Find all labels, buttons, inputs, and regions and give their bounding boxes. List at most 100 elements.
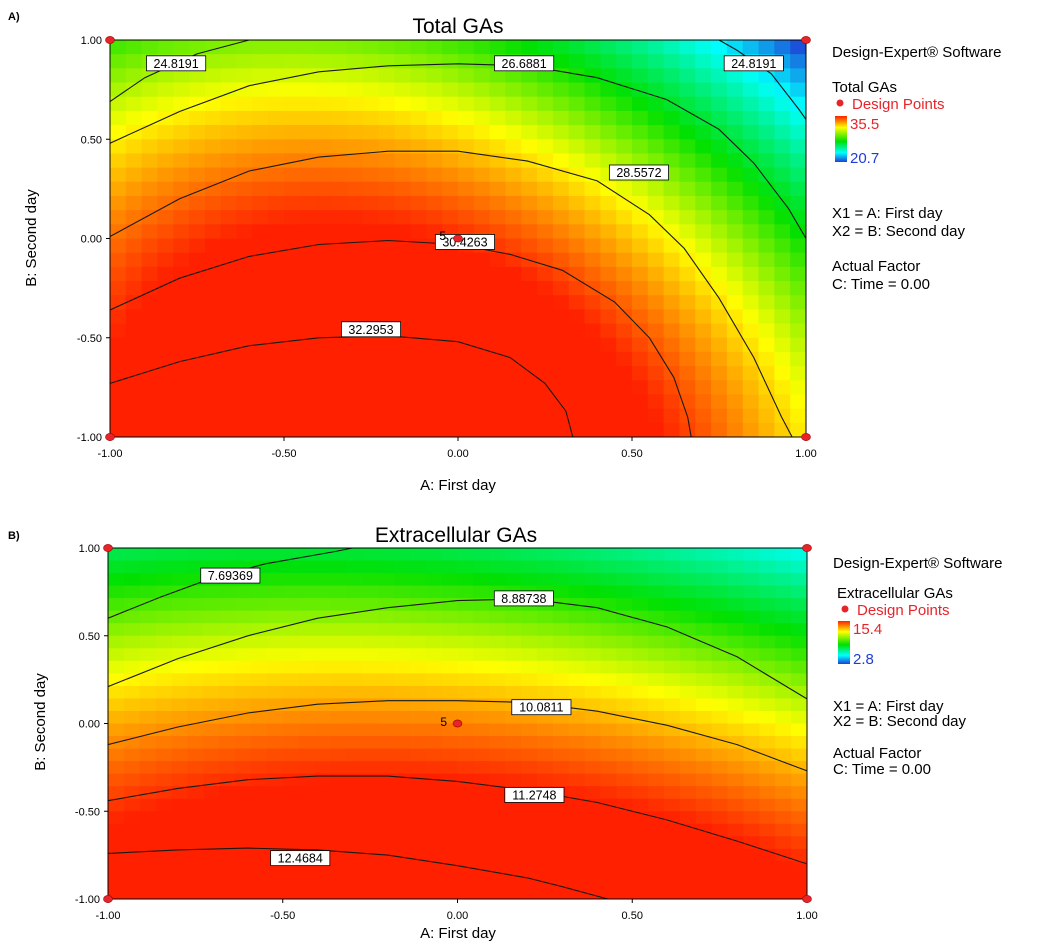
heatmap-cell — [235, 548, 252, 562]
heatmap-cell — [584, 210, 601, 225]
heatmap-cell — [363, 408, 380, 424]
heatmap-cell — [695, 585, 713, 599]
heatmap-cell — [489, 773, 506, 787]
heatmap-cell — [521, 873, 538, 888]
heatmap-cell — [679, 861, 697, 875]
heatmap-cell — [616, 823, 633, 837]
heatmap-cell — [171, 761, 189, 775]
heatmap-cell — [505, 295, 522, 310]
heatmap-cell — [236, 366, 253, 381]
heatmap-cell — [442, 422, 459, 437]
contour-line — [108, 598, 807, 700]
heatmap-cell — [521, 139, 538, 155]
design-point — [452, 719, 463, 728]
heatmap-cell — [409, 573, 427, 587]
x-tick-label: 0.50 — [622, 910, 643, 922]
contour-line — [108, 847, 608, 899]
heatmap-cell — [346, 548, 363, 562]
heatmap-cell — [616, 82, 633, 98]
heatmap-cell — [123, 585, 141, 599]
heatmap-cell — [616, 153, 633, 169]
heatmap-cell — [600, 573, 617, 587]
heatmap-cell — [157, 394, 174, 410]
heatmap-cell — [347, 394, 364, 410]
heatmap-cell — [157, 309, 174, 325]
design-point — [802, 895, 812, 903]
heatmap-cell — [632, 210, 649, 225]
heatmap-cell — [536, 623, 554, 637]
heatmap-cell — [521, 761, 538, 775]
heatmap-cell — [363, 68, 380, 84]
y-tick-label: -1.00 — [75, 894, 100, 906]
heatmap-cell — [394, 366, 412, 381]
heatmap-cell — [157, 323, 174, 339]
heatmap-cell — [252, 266, 269, 282]
design-point-icon — [841, 605, 849, 613]
heatmap-cell — [679, 252, 696, 268]
heatmap-cell — [155, 873, 173, 888]
heatmap-cell — [346, 648, 363, 662]
heatmap-cell — [584, 82, 601, 98]
heatmap-cell — [173, 82, 190, 98]
heatmap-cell — [141, 422, 159, 437]
heatmap-cell — [110, 40, 127, 55]
heatmap-cell — [632, 710, 649, 725]
heatmap-cell — [537, 323, 554, 339]
heatmap-cell — [758, 96, 775, 112]
heatmap-cell — [521, 153, 538, 169]
heatmap-cell — [695, 195, 712, 211]
heatmap-cell — [473, 380, 491, 396]
heatmap-cell — [584, 266, 601, 282]
heatmap-cell — [726, 139, 744, 155]
heatmap-cell — [108, 673, 125, 687]
heatmap-cell — [347, 422, 364, 437]
heatmap-cell — [536, 560, 554, 574]
heatmap-cell — [314, 748, 332, 762]
heatmap-cell — [473, 623, 490, 637]
heatmap-cell — [521, 40, 538, 55]
heatmap-cell — [298, 623, 316, 637]
heatmap-cell — [473, 153, 491, 169]
heatmap-cell — [347, 281, 364, 296]
heatmap-cell — [252, 351, 269, 367]
heatmap-cell — [141, 96, 159, 112]
heatmap-cell — [552, 380, 570, 396]
heatmap-cell — [362, 685, 379, 700]
heatmap-cell — [284, 125, 301, 140]
heatmap-cell — [330, 773, 347, 787]
heatmap-cell — [790, 422, 806, 437]
heatmap-cell — [584, 673, 602, 687]
heatmap-cell — [537, 224, 554, 240]
heatmap-cell — [775, 698, 792, 712]
heatmap-cell — [616, 210, 633, 225]
heatmap-cell — [727, 710, 745, 725]
heatmap-cell — [378, 210, 396, 225]
heatmap-cell — [489, 68, 507, 84]
heatmap-cell — [394, 181, 412, 197]
heatmap-cell — [648, 685, 665, 700]
heatmap-cell — [648, 886, 665, 899]
heatmap-cell — [711, 748, 729, 762]
heatmap-cell — [189, 351, 206, 367]
heatmap-cell — [409, 748, 427, 762]
heatmap-cell — [664, 598, 681, 612]
heatmap-cell — [236, 295, 253, 310]
heatmap-cell — [219, 723, 236, 737]
heatmap-cell — [616, 848, 633, 862]
heatmap-cell — [314, 811, 332, 825]
center-point-count: 5 — [439, 229, 446, 243]
heatmap-cell — [203, 660, 220, 674]
heatmap-cell — [505, 560, 522, 574]
factor-value: C: Time = 0.00 — [833, 761, 931, 778]
heatmap-cell — [108, 660, 125, 674]
heatmap-cell — [250, 748, 268, 762]
heatmap-cell — [410, 181, 427, 197]
heatmap-cell — [647, 224, 665, 240]
heatmap-cell — [663, 82, 681, 98]
heatmap-cell — [123, 710, 141, 725]
heatmap-cell — [268, 394, 285, 410]
contour-label-box — [504, 787, 565, 803]
heatmap-cell — [552, 224, 570, 240]
heatmap-cell — [679, 698, 697, 712]
heatmap-cell — [647, 82, 665, 98]
